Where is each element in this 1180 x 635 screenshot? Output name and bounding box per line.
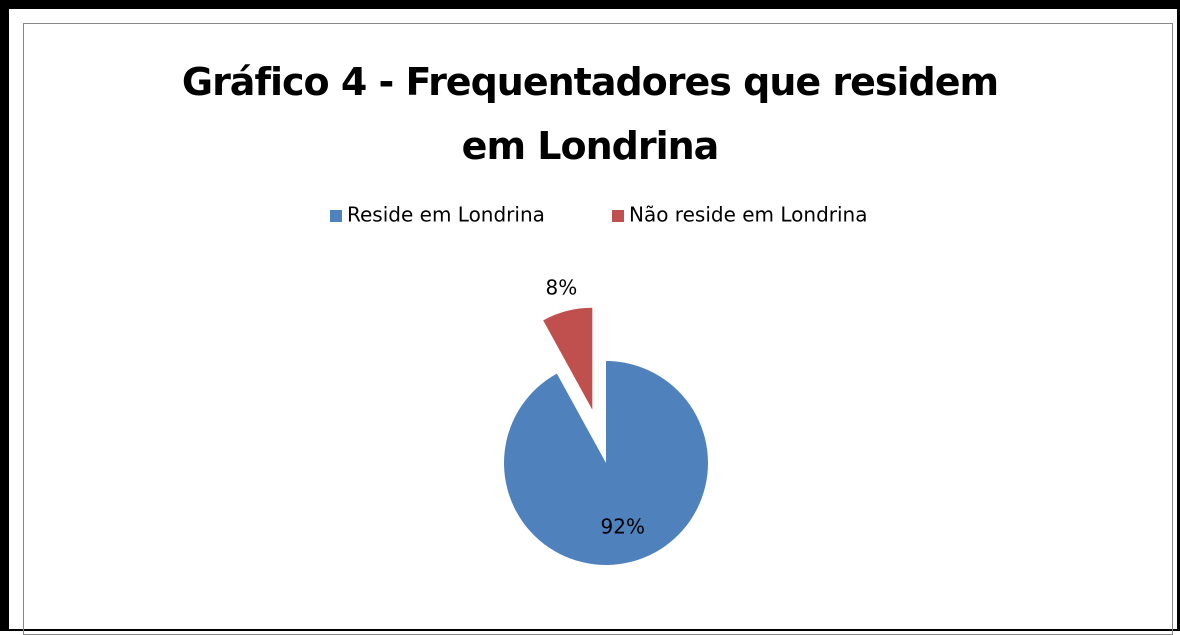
pie-slice <box>504 361 709 566</box>
legend-label: Reside em Londrina <box>347 203 545 227</box>
legend-swatch <box>330 210 342 222</box>
data-label: 8% <box>546 276 578 300</box>
legend-label: Não reside em Londrina <box>629 203 868 227</box>
chart-title: Gráfico 4 - Frequentadores que residem e… <box>181 60 999 168</box>
legend-swatch <box>612 210 624 222</box>
pie-slice <box>543 307 593 410</box>
data-label: 92% <box>601 515 645 539</box>
